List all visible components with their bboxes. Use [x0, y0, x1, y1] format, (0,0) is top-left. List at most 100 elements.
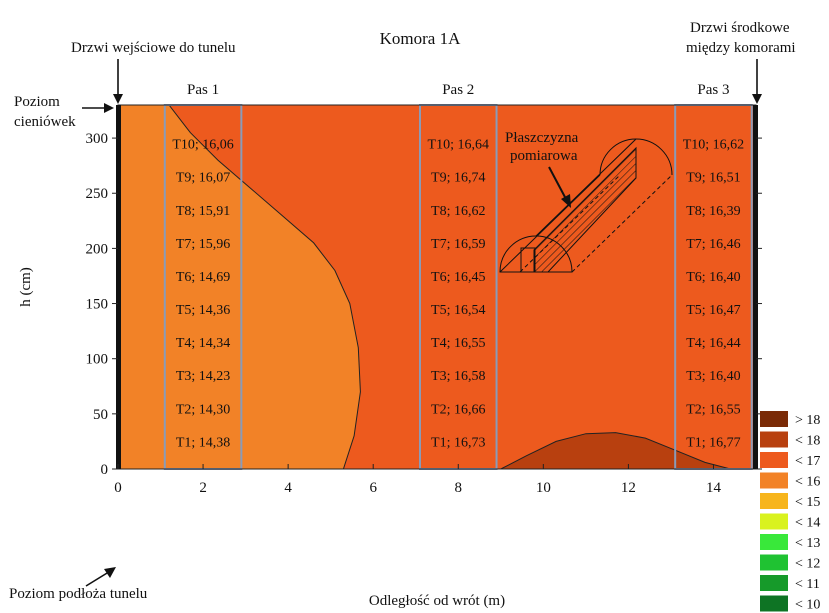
- legend-label: < 10: [795, 598, 820, 613]
- sensor-label-t5: T5; 16,47: [686, 303, 740, 318]
- sensor-label-t8: T8; 15,91: [176, 204, 230, 219]
- sensor-label-t1: T1; 16,73: [431, 435, 485, 450]
- sensor-label-t10: T10; 16,62: [683, 138, 744, 153]
- shade-level-label-line1: Poziom: [14, 94, 60, 110]
- plane-label-line2: pomiarowa: [510, 148, 578, 164]
- y-axis-label: h (cm): [18, 267, 34, 307]
- contour-regions: [118, 105, 731, 469]
- legend-label: < 17: [795, 454, 820, 469]
- sensor-label-t6: T6; 14,69: [176, 270, 230, 285]
- sensor-label-t5: T5; 16,54: [431, 303, 485, 318]
- sensor-label-t3: T3; 16,58: [431, 369, 485, 384]
- sensor-label-t2: T2; 16,66: [431, 402, 485, 417]
- legend-swatch: [760, 411, 788, 427]
- x-tick-label: 14: [706, 480, 722, 496]
- legend-swatch: [760, 452, 788, 468]
- contour-region-2: [118, 105, 361, 469]
- sensor-label-t9: T9; 16,74: [431, 171, 485, 186]
- sensor-label-t8: T8; 16,39: [686, 204, 740, 219]
- y-tick-label: 50: [93, 407, 108, 423]
- plane-label-line1: Płaszczyzna: [505, 130, 579, 146]
- y-tick-label: 250: [86, 186, 109, 202]
- x-tick-label: 6: [369, 480, 377, 496]
- legend-swatch: [760, 431, 788, 448]
- shade-level-label-line2: cieniówek: [14, 114, 76, 130]
- x-tick-label: 12: [621, 480, 636, 496]
- sensor-label-t3: T3; 14,23: [176, 369, 230, 384]
- legend-swatch: [760, 472, 788, 489]
- plane-pointer-arrowhead: [561, 194, 571, 208]
- x-tick-label: 10: [536, 480, 551, 496]
- y-tick-label: 100: [86, 352, 109, 368]
- sensor-label-t5: T5; 14,36: [176, 303, 230, 318]
- sensor-label-t7: T7; 15,96: [176, 237, 230, 252]
- ground-level-arrowhead: [104, 567, 116, 578]
- y-tick-label: 200: [86, 241, 109, 257]
- measurement-plane-hatched: [533, 146, 637, 273]
- legend-label: < 13: [795, 536, 820, 551]
- sensor-label-t4: T4; 16,55: [431, 336, 485, 351]
- strip-3-label: Pas 3: [697, 82, 729, 98]
- sensor-label-t8: T8; 16,62: [431, 204, 485, 219]
- tunnel-inset-diagram: [499, 138, 673, 273]
- middle-door-label-line1: Drzwi środkowe: [690, 20, 790, 36]
- strip-1-label: Pas 1: [187, 82, 219, 98]
- sensor-label-t9: T9; 16,51: [686, 171, 740, 186]
- sensor-label-t2: T2; 16,55: [686, 402, 740, 417]
- y-tick-label: 150: [86, 297, 109, 313]
- contour-region-3: [500, 432, 731, 469]
- entry-door-label: Drzwi wejściowe do tunelu: [71, 40, 236, 56]
- sensor-label-t4: T4; 16,44: [686, 336, 740, 351]
- legend-label: < 18: [795, 434, 820, 449]
- plane-pointer-arrow: [548, 166, 567, 200]
- sensor-label-t7: T7; 16,46: [686, 237, 740, 252]
- legend-label: < 14: [795, 516, 820, 531]
- legend-label: < 15: [795, 495, 820, 510]
- entry-door-arrowhead: [113, 94, 123, 104]
- x-tick-label: 8: [455, 480, 463, 496]
- tunnel-top-edge: [535, 138, 637, 237]
- strip-2-label: Pas 2: [442, 82, 474, 98]
- x-tick-label: 0: [114, 480, 122, 496]
- legend-label: > 18: [795, 413, 820, 428]
- legend-swatch: [760, 595, 788, 612]
- y-tick-label: 300: [86, 131, 109, 147]
- sensor-label-t1: T1; 14,38: [176, 435, 230, 450]
- legend: > 18 < 18 < 17 < 16 < 15 < 14 < 13 < 12 < 11 < 10: [760, 411, 820, 613]
- sensor-label-t6: T6; 16,45: [431, 270, 485, 285]
- sensor-label-t3: T3; 16,40: [686, 369, 740, 384]
- legend-label: < 12: [795, 557, 820, 572]
- sensor-label-t7: T7; 16,59: [431, 237, 485, 252]
- legend-label: < 11: [795, 577, 820, 592]
- right-wall: [753, 105, 758, 469]
- sensor-label-t9: T9; 16,07: [176, 171, 230, 186]
- chart-title: Komora 1A: [380, 29, 461, 48]
- sensor-label-t10: T10; 16,64: [428, 138, 489, 153]
- middle-door-arrowhead: [752, 94, 762, 104]
- sensor-label-t4: T4; 14,34: [176, 336, 230, 351]
- legend-swatch: [760, 554, 788, 571]
- legend-swatch: [760, 575, 788, 591]
- legend-swatch: [760, 513, 788, 530]
- x-tick-label: 4: [284, 480, 292, 496]
- shade-level-arrowhead: [104, 103, 114, 113]
- tunnel-front-arch: [499, 235, 573, 273]
- left-wall: [116, 105, 121, 469]
- sensor-label-t2: T2; 14,30: [176, 402, 230, 417]
- tunnel-door: [520, 247, 536, 273]
- y-tick-label: 0: [101, 462, 109, 478]
- middle-door-label-line2: między komorami: [686, 40, 796, 56]
- x-axis-label: Odległość od wrót (m): [369, 593, 505, 609]
- sensor-label-t6: T6; 16,40: [686, 270, 740, 285]
- tunnel-ridge-edge: [499, 174, 601, 273]
- legend-label: < 16: [795, 475, 820, 490]
- axes: 0 2 4 6 8 10 12 14 0 50 100 150 200 250 300: [86, 131, 762, 496]
- tunnel-base-edge: [571, 174, 673, 273]
- ground-level-label: Poziom podłoża tunelu: [9, 586, 148, 602]
- sensor-label-t10: T10; 16,06: [172, 138, 233, 153]
- sensor-label-t1: T1; 16,77: [686, 435, 740, 450]
- legend-swatch: [760, 534, 788, 550]
- legend-swatch: [760, 493, 788, 509]
- x-tick-label: 2: [199, 480, 207, 496]
